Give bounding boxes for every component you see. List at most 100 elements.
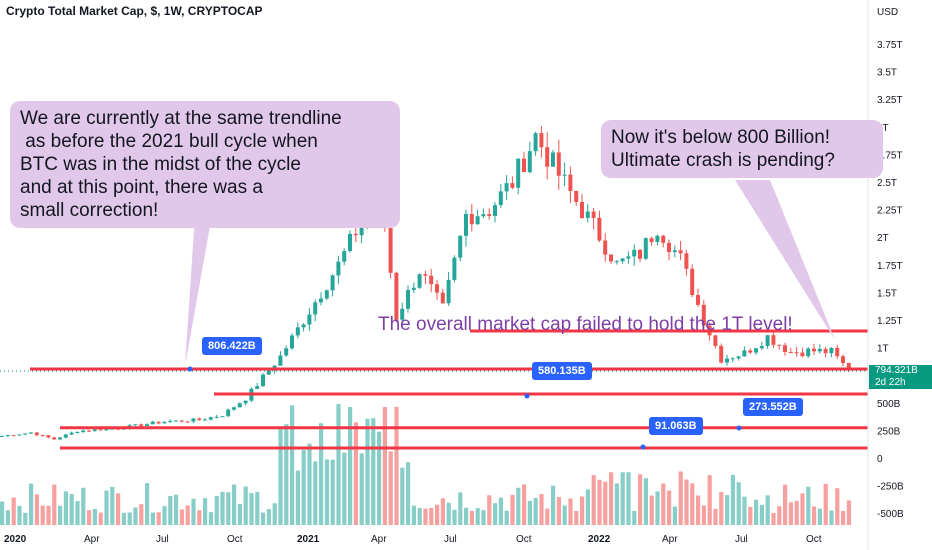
- price-tick-label: 3.5T: [877, 68, 897, 79]
- candle-body: [0, 435, 4, 437]
- candle-body: [638, 249, 642, 259]
- volume-bar: [417, 508, 422, 525]
- volume-bar: [5, 510, 10, 525]
- candle-body: [771, 335, 776, 345]
- candle-body: [759, 345, 764, 349]
- price-tick-label: 3.25T: [877, 95, 903, 106]
- volume-bar: [324, 459, 329, 525]
- volume-bar: [284, 424, 289, 525]
- candle-body: [493, 205, 497, 216]
- volume-bar: [104, 490, 109, 525]
- volume-bar: [394, 407, 399, 525]
- time-tick-label: Oct: [516, 534, 532, 545]
- candle-body: [725, 358, 729, 363]
- candle-body: [487, 214, 492, 216]
- volume-bar: [504, 510, 509, 525]
- volume-bar: [742, 496, 747, 525]
- volume-bar: [800, 493, 805, 525]
- volume-bar: [353, 422, 358, 525]
- volume-bar: [736, 482, 741, 525]
- candle-body: [394, 272, 399, 320]
- candle-body: [684, 253, 689, 269]
- volume-bar: [452, 509, 457, 525]
- price-tick-label: 1T: [877, 344, 889, 355]
- candle-body: [730, 358, 735, 360]
- candle-body: [539, 133, 544, 148]
- volume-bar: [191, 498, 196, 525]
- candle-body: [40, 435, 45, 437]
- callout-pointer: [735, 180, 835, 340]
- candle-body: [313, 302, 318, 315]
- candle-body: [481, 214, 486, 217]
- volume-bar: [301, 450, 306, 525]
- volume-bar: [678, 471, 683, 525]
- candle-body: [713, 335, 718, 346]
- candle-body: [603, 240, 608, 255]
- volume-bar: [556, 497, 561, 525]
- volume-bar: [458, 492, 463, 525]
- volume-bar: [75, 501, 80, 525]
- volume-bar: [609, 472, 614, 525]
- candle-body: [81, 430, 86, 432]
- volume-bar: [551, 485, 556, 525]
- volume-bar: [626, 472, 631, 525]
- volume-bar: [603, 481, 608, 525]
- volume-bar: [522, 484, 527, 525]
- volume-bar: [150, 512, 155, 525]
- horizontal-levels: [0, 329, 868, 450]
- candle-body: [58, 437, 62, 440]
- volume-bar: [69, 493, 74, 525]
- candle-body: [185, 421, 190, 423]
- candle-body: [591, 211, 596, 218]
- callout-line: We are currently at the same trendline: [20, 108, 342, 129]
- volume-bar: [585, 489, 590, 525]
- candle-body: [464, 213, 468, 236]
- candle-body: [835, 347, 840, 357]
- candle-body: [324, 290, 329, 299]
- volume-bar: [388, 451, 393, 525]
- candle-body: [34, 432, 39, 436]
- volume-bar: [0, 501, 5, 525]
- level-badge-806b: 806.422B: [202, 337, 262, 355]
- candle-body: [423, 274, 428, 276]
- volume-bar: [614, 483, 619, 525]
- candle-body: [29, 432, 33, 434]
- candle-body: [817, 348, 822, 352]
- candle-body: [348, 233, 352, 252]
- volume-bar: [580, 496, 585, 525]
- candle-body: [609, 254, 613, 262]
- volume-bar: [672, 506, 677, 525]
- volume-bar: [487, 495, 492, 525]
- volume-bar: [208, 512, 213, 525]
- candle-body: [301, 324, 306, 328]
- volume-bar: [249, 493, 254, 525]
- volume-bar: [632, 510, 637, 525]
- candle-body: [133, 424, 138, 426]
- time-tick-label: 2020: [4, 534, 27, 545]
- candle-body: [580, 202, 584, 218]
- volume-bar: [11, 497, 16, 525]
- volume-bar: [533, 497, 538, 525]
- volume-bar: [29, 483, 34, 525]
- time-tick-label: Apr: [662, 534, 678, 545]
- volume-bar: [835, 488, 840, 525]
- volume-bar: [707, 475, 712, 525]
- candle-body: [353, 233, 358, 236]
- volume-bar: [359, 453, 364, 525]
- candle-body: [475, 216, 480, 225]
- candle-body: [690, 268, 695, 296]
- candle-body: [232, 407, 236, 410]
- volume-bar: [713, 508, 718, 525]
- volume-bar: [313, 461, 318, 525]
- volume-bar: [261, 512, 266, 525]
- candle-body: [841, 356, 845, 364]
- volume-bar: [382, 407, 387, 525]
- volume-bar: [156, 512, 161, 525]
- price-tick-label: 2T: [877, 233, 889, 244]
- candle-body: [411, 287, 416, 290]
- candle-body: [754, 348, 758, 353]
- callout-pointer: [185, 215, 212, 366]
- callout-line: BTC was in the midst of the cycle: [20, 154, 301, 175]
- volume-bar: [777, 506, 782, 525]
- candle-body: [498, 191, 503, 206]
